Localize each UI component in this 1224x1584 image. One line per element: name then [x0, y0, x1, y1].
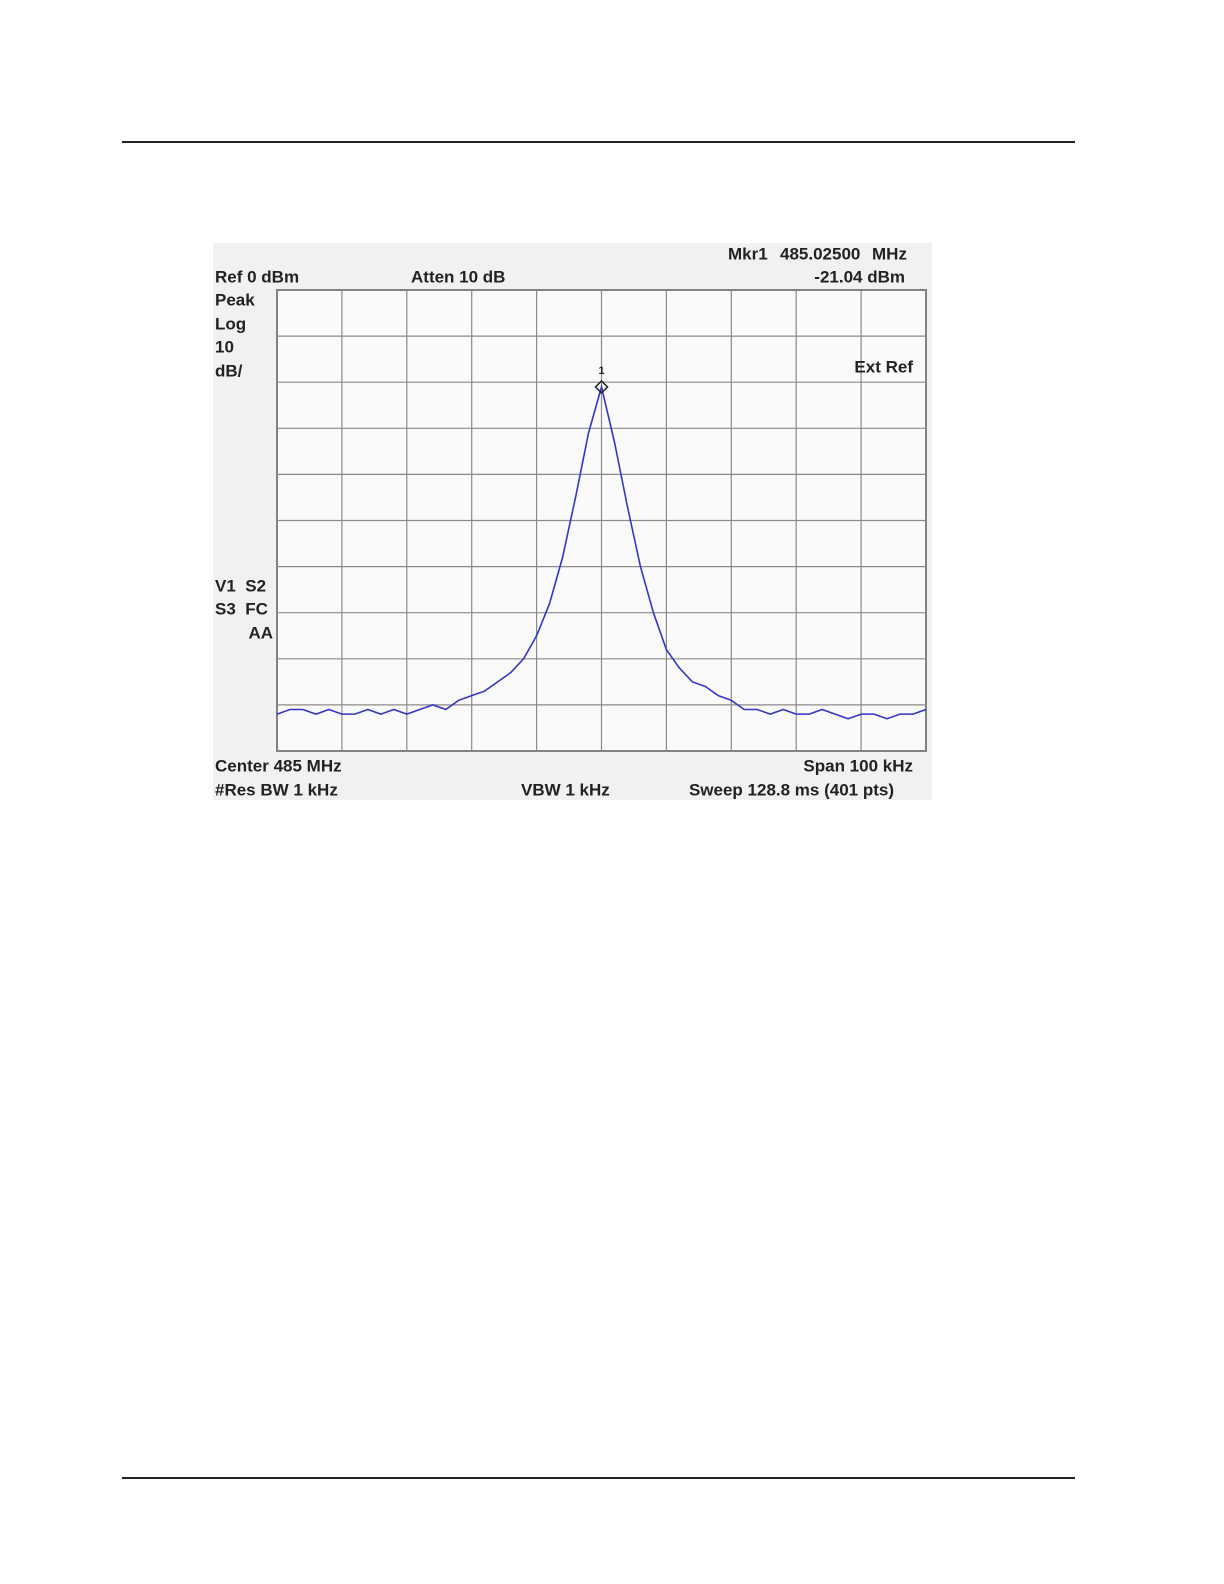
annotation: AA: [248, 623, 273, 642]
annotation: V1 S2: [215, 576, 266, 595]
annotation: S3 FC: [215, 599, 268, 618]
annotation: Peak: [215, 290, 255, 309]
annotation: dB/: [215, 361, 243, 380]
annotation: Atten 10 dB: [411, 267, 505, 286]
annotation: Ref 0 dBm: [215, 267, 299, 286]
annotation: -21.04 dBm: [814, 267, 905, 286]
peak-marker: [594, 379, 609, 395]
annotation: Center 485 MHz: [215, 756, 342, 775]
annotation: Ext Ref: [854, 357, 913, 376]
trace: [276, 383, 927, 720]
annotation: 485.02500: [780, 244, 860, 263]
annotation: 10: [215, 337, 234, 356]
marker-number: 1: [598, 365, 604, 377]
annotation: Sweep 128.8 ms (401 pts): [689, 780, 894, 799]
annotation: Log: [215, 314, 246, 333]
annotation: Mkr1: [728, 244, 768, 263]
annotation: VBW 1 kHz: [521, 780, 610, 799]
annotation: MHz: [872, 244, 907, 263]
annotation: #Res BW 1 kHz: [215, 780, 338, 799]
annotation: Span 100 kHz: [803, 756, 913, 775]
